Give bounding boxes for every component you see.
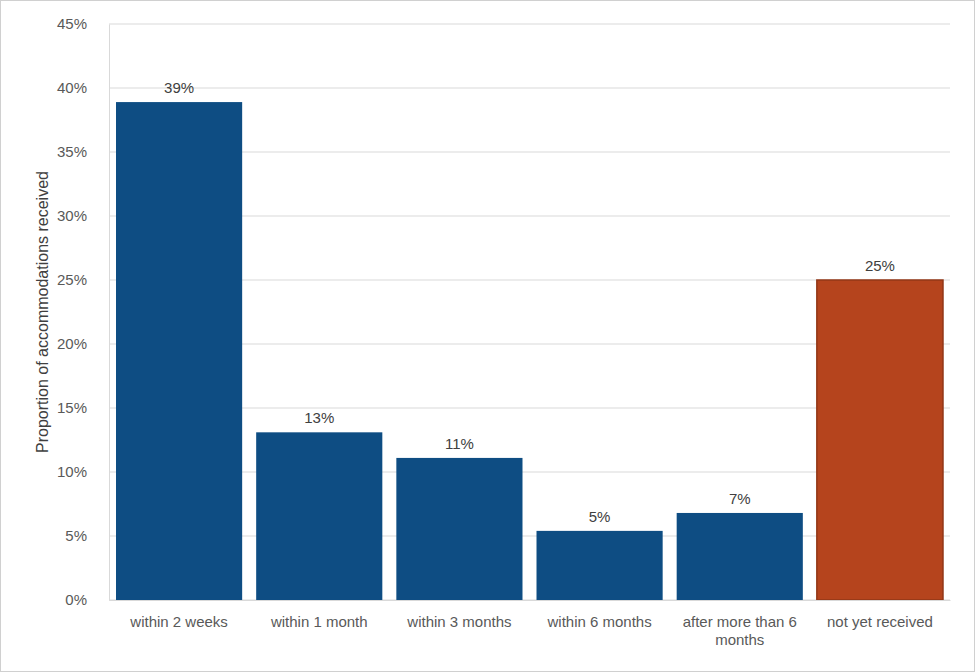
x-tick-label: within 3 months <box>406 613 511 630</box>
data-label: 5% <box>589 508 611 525</box>
y-tick: 15% <box>57 399 109 416</box>
y-axis: 0% 5% 10% 15% 20% 25% 30% 35% 40% 45% <box>57 15 110 608</box>
y-tick: 5% <box>65 527 109 544</box>
y-tick: 30% <box>57 207 109 224</box>
grid-line <box>109 24 950 25</box>
x-axis: within 2 weeks within 1 month within 3 mon… <box>110 600 951 648</box>
x-tick-label: within 1 month <box>270 613 368 630</box>
x-tick: within 3 months <box>406 600 511 630</box>
y-axis-title: Proportion of accommodations received <box>34 171 51 453</box>
y-tick: 45% <box>57 15 109 32</box>
bar <box>256 432 382 600</box>
chart: 0% 5% 10% 15% 20% 25% 30% 35% 40% 45% within 2 wee… <box>0 0 975 672</box>
bar <box>396 458 522 600</box>
chart-frame <box>1 1 975 672</box>
x-tick-label: not yet received <box>827 613 933 630</box>
y-tick-label: 15% <box>57 399 87 416</box>
data-labels: 39% 13% 11% 5% 7% 25% <box>164 79 895 525</box>
x-tick: within 2 weeks <box>129 600 228 630</box>
grid-line <box>109 88 950 89</box>
y-tick-label: 40% <box>57 79 87 96</box>
y-tick-label: 35% <box>57 143 87 160</box>
y-tick: 25% <box>57 271 109 288</box>
x-tick-label: after more than 6months <box>683 613 797 649</box>
x-tick: after more than 6months <box>683 600 797 648</box>
grid <box>109 24 950 600</box>
bar <box>116 102 242 600</box>
y-tick: 0% <box>65 591 109 608</box>
data-label: 7% <box>729 490 751 507</box>
y-tick-label: 30% <box>57 207 87 224</box>
x-tick: within 6 months <box>546 600 651 630</box>
x-axis-line <box>110 600 951 601</box>
x-tick: within 1 month <box>270 600 368 630</box>
x-tick-label: within 2 weeks <box>129 613 228 630</box>
y-tick: 20% <box>57 335 109 352</box>
plot-area: 0% 5% 10% 15% 20% 25% 30% 35% 40% 45% within 2 wee… <box>57 15 951 648</box>
y-tick: 40% <box>57 79 109 96</box>
y-axis-line <box>109 25 110 601</box>
data-label: 25% <box>865 257 895 274</box>
bar <box>817 280 943 600</box>
data-label: 39% <box>164 79 194 96</box>
x-tick-label: within 6 months <box>546 613 651 630</box>
y-tick: 10% <box>57 463 109 480</box>
y-tick-label: 0% <box>65 591 87 608</box>
bar <box>537 531 663 600</box>
y-tick: 35% <box>57 143 109 160</box>
bars <box>116 102 943 600</box>
y-tick-label: 45% <box>57 15 87 32</box>
y-tick-label: 10% <box>57 463 87 480</box>
data-label: 13% <box>304 409 334 426</box>
bar <box>677 513 803 600</box>
x-tick: not yet received <box>827 600 933 630</box>
y-tick-label: 20% <box>57 335 87 352</box>
y-tick-label: 25% <box>57 271 87 288</box>
y-tick-label: 5% <box>65 527 87 544</box>
data-label: 11% <box>445 435 474 452</box>
